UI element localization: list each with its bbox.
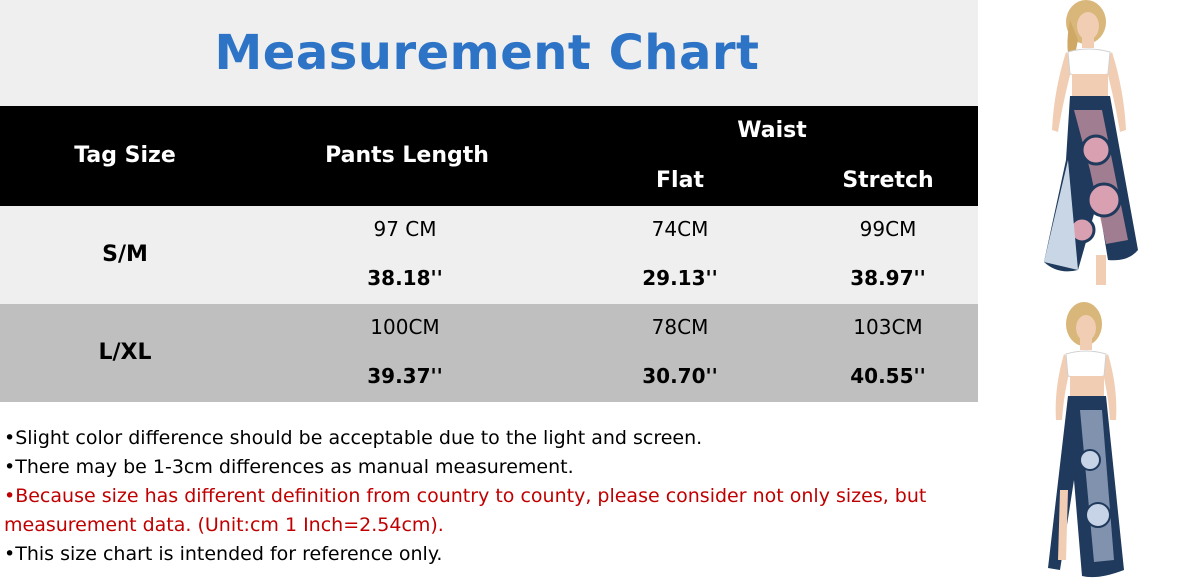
note-reference: •This size chart is intended for referen… bbox=[4, 543, 443, 565]
note-color: •Slight color difference should be accep… bbox=[4, 427, 703, 449]
size-label: L/XL bbox=[98, 340, 152, 365]
chart-title: Measurement Chart bbox=[214, 25, 760, 81]
header-stretch: Stretch bbox=[842, 168, 934, 193]
length-cm: 100CM bbox=[370, 315, 440, 339]
header-pants-length: Pants Length bbox=[325, 143, 489, 168]
flat-inch: 30.70'' bbox=[642, 364, 718, 388]
stretch-cm: 99CM bbox=[859, 217, 917, 241]
flat-inch: 29.13'' bbox=[642, 266, 718, 290]
table-header: Tag Size Pants Length Waist Flat Stretch bbox=[0, 106, 978, 206]
note-measurement: •There may be 1-3cm differences as manua… bbox=[4, 456, 574, 478]
header-waist: Waist bbox=[737, 118, 807, 143]
header-flat: Flat bbox=[656, 168, 704, 193]
table-row: L/XL 100CM 39.37'' 78CM 30.70'' 103CM 40… bbox=[0, 304, 978, 402]
product-photos bbox=[978, 0, 1200, 587]
stretch-inch: 38.97'' bbox=[850, 266, 926, 290]
table-row: S/M 97 CM 38.18'' 74CM 29.13'' 99CM 38.9… bbox=[0, 206, 978, 304]
note-size-definition: •Because size has different definition f… bbox=[4, 485, 927, 536]
title-band: Measurement Chart bbox=[0, 0, 978, 106]
stretch-cm: 103CM bbox=[853, 315, 923, 339]
size-label: S/M bbox=[102, 242, 148, 267]
flat-cm: 74CM bbox=[651, 217, 709, 241]
length-cm: 97 CM bbox=[373, 217, 437, 241]
notes: •Slight color difference should be accep… bbox=[4, 424, 974, 569]
header-tag-size: Tag Size bbox=[74, 143, 176, 168]
model-photo-front bbox=[978, 0, 1200, 300]
length-inch: 38.18'' bbox=[367, 266, 443, 290]
measurement-chart: Measurement Chart Tag Size Pants Length … bbox=[0, 0, 978, 569]
length-inch: 39.37'' bbox=[367, 364, 443, 388]
stretch-inch: 40.55'' bbox=[850, 364, 926, 388]
model-photo-side bbox=[978, 300, 1200, 587]
flat-cm: 78CM bbox=[651, 315, 709, 339]
